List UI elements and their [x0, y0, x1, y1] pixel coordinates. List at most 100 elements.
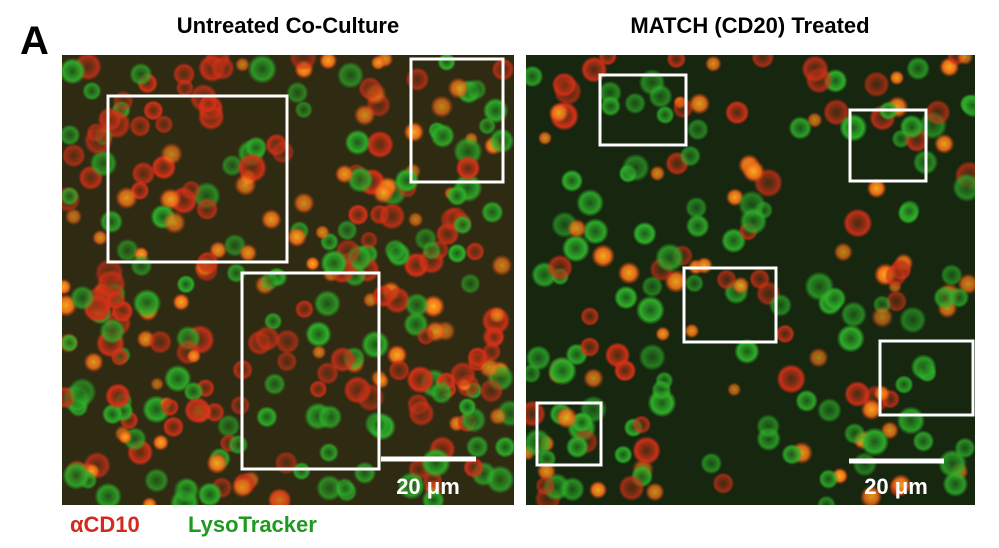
cell [613, 359, 637, 382]
cell [912, 430, 935, 453]
cell [576, 188, 605, 217]
cell [292, 192, 315, 215]
cell [488, 407, 507, 426]
cell [666, 55, 687, 69]
cell [115, 186, 139, 210]
cell [336, 61, 365, 89]
cell [359, 231, 379, 250]
cell [62, 124, 81, 146]
cell [231, 475, 254, 498]
cell [371, 284, 395, 308]
cells [62, 55, 514, 505]
cell [942, 471, 969, 498]
cell [110, 348, 129, 367]
cell [679, 145, 702, 167]
cell [370, 55, 386, 71]
cell [806, 112, 823, 129]
cell [364, 411, 391, 437]
cell [89, 149, 118, 178]
cell [372, 182, 395, 204]
cells [526, 55, 975, 505]
cell [144, 468, 170, 493]
cell [62, 278, 72, 296]
cell [329, 346, 356, 373]
cell [320, 249, 348, 278]
cell [788, 116, 813, 140]
cell [860, 398, 883, 421]
cell [286, 81, 309, 104]
cell [416, 327, 435, 346]
cell [437, 55, 456, 72]
cell [801, 55, 829, 83]
cell [317, 404, 343, 430]
cell [117, 430, 133, 445]
cell [749, 268, 771, 290]
cell [526, 65, 544, 88]
cell [318, 55, 338, 70]
panel-label: A [20, 19, 49, 63]
cell [343, 375, 372, 405]
cell [394, 168, 420, 193]
cell [97, 107, 123, 132]
cell [685, 214, 710, 238]
cell [485, 465, 514, 494]
cell [833, 242, 854, 262]
cell [756, 414, 781, 439]
cell [430, 123, 455, 149]
cell [94, 482, 122, 505]
cell [227, 434, 249, 455]
highlight-boxes [106, 57, 975, 471]
cell [247, 55, 278, 84]
cell [206, 452, 229, 475]
cell [684, 273, 705, 293]
cell [452, 215, 473, 235]
cell [143, 100, 164, 121]
cell [234, 57, 251, 73]
cell [648, 84, 673, 109]
cell [795, 389, 818, 413]
cell [613, 445, 633, 465]
cell [649, 165, 666, 182]
cell [954, 437, 975, 459]
cell [843, 208, 873, 238]
cell [910, 354, 937, 381]
cell [62, 333, 79, 352]
cell [313, 289, 342, 318]
cell [334, 164, 355, 184]
cell [162, 416, 185, 438]
cell [162, 210, 187, 235]
cell [840, 301, 867, 328]
cell [632, 415, 651, 434]
cell [588, 480, 608, 500]
cell [485, 327, 504, 347]
cell [62, 57, 86, 85]
cell [292, 461, 311, 481]
cell [635, 295, 666, 325]
cell [152, 434, 170, 451]
cell [92, 229, 109, 246]
cell [654, 242, 685, 273]
cell [624, 92, 647, 115]
cell [889, 473, 913, 497]
cell [99, 317, 126, 345]
cell [160, 398, 180, 417]
cell [309, 380, 328, 399]
cell [695, 256, 714, 275]
cell [141, 496, 158, 505]
cell [463, 457, 485, 478]
cell [894, 375, 914, 395]
cell [276, 350, 298, 372]
cell [860, 484, 883, 505]
cell [105, 383, 131, 410]
cell [889, 70, 905, 86]
cell [535, 476, 555, 496]
cell [465, 241, 485, 262]
cell [559, 476, 585, 502]
cell [579, 336, 600, 358]
cell [843, 422, 866, 445]
cell [344, 129, 371, 156]
cell [420, 447, 451, 478]
cell [684, 323, 700, 339]
cell [358, 76, 382, 101]
cell [898, 199, 921, 222]
